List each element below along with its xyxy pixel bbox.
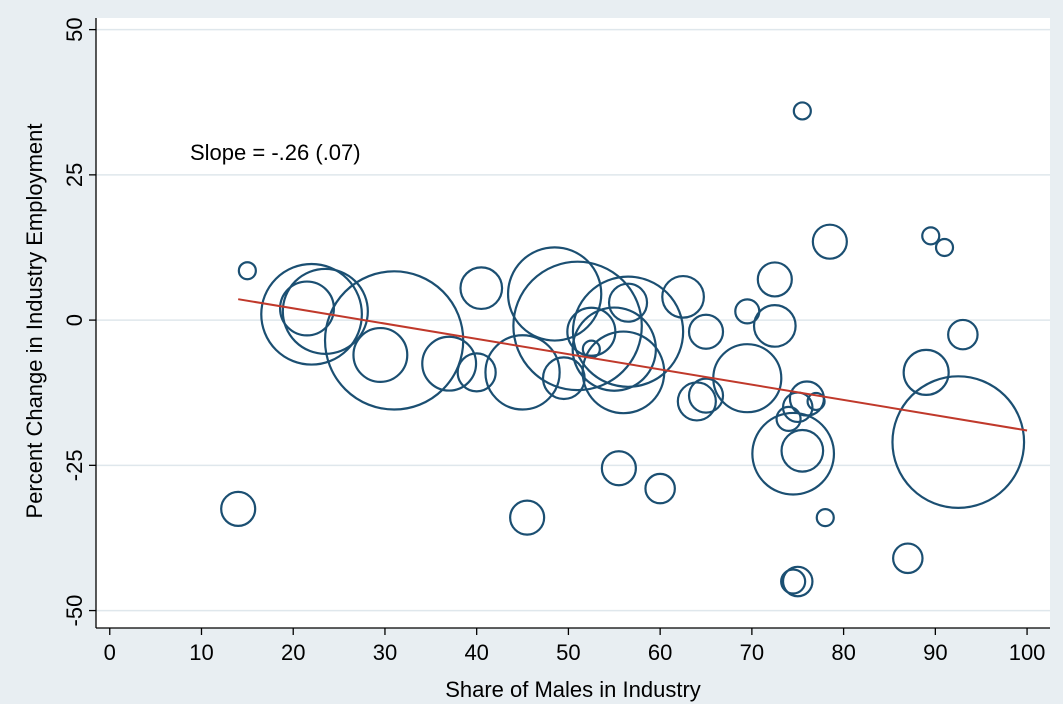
x-tick-label-10: 100 bbox=[1009, 640, 1046, 665]
y-tick-label-0: 50 bbox=[62, 17, 87, 41]
data-point-46 bbox=[509, 499, 546, 536]
axes bbox=[89, 18, 1050, 635]
data-point-9 bbox=[484, 334, 561, 411]
y-axis-title: Percent Change in Industry Employment bbox=[22, 124, 47, 519]
data-point-19 bbox=[661, 274, 705, 319]
slope-annotation: Slope = -.26 (.07) bbox=[190, 140, 361, 165]
x-tick-label-9: 90 bbox=[923, 640, 947, 665]
data-point-37 bbox=[934, 237, 955, 258]
fit-line-layer bbox=[238, 298, 1028, 432]
data-point-33 bbox=[792, 101, 812, 121]
data-point-0 bbox=[237, 261, 257, 281]
x-tick-label-6: 60 bbox=[648, 640, 672, 665]
fit-line bbox=[238, 298, 1028, 432]
labels: Slope = -.26 (.07) Share of Males in Ind… bbox=[22, 17, 1045, 702]
data-point-22 bbox=[687, 377, 725, 414]
x-tick-label-8: 80 bbox=[831, 640, 855, 665]
data-point-25 bbox=[756, 261, 793, 298]
data-point-6 bbox=[421, 335, 478, 392]
data-point-35 bbox=[815, 508, 835, 528]
y-tick-label-2: 0 bbox=[62, 314, 87, 326]
data-point-10 bbox=[506, 246, 603, 342]
data-point-41 bbox=[892, 542, 924, 575]
data-point-5 bbox=[352, 326, 409, 383]
data-point-29 bbox=[780, 428, 825, 473]
data-point-16 bbox=[571, 275, 685, 388]
data-point-40 bbox=[891, 375, 1026, 509]
x-tick-label-5: 50 bbox=[556, 640, 580, 665]
data-point-20 bbox=[687, 313, 725, 350]
data-point-11 bbox=[512, 260, 643, 392]
data-point-3 bbox=[281, 267, 369, 355]
x-tick-label-7: 70 bbox=[740, 640, 764, 665]
y-tick-label-4: -50 bbox=[62, 595, 87, 627]
data-point-42 bbox=[781, 565, 814, 598]
y-tick-label-1: 25 bbox=[62, 163, 87, 187]
data-point-23 bbox=[734, 298, 761, 325]
data-point-28 bbox=[751, 411, 836, 496]
x-tick-label-0: 0 bbox=[104, 640, 116, 665]
data-point-27 bbox=[775, 405, 802, 432]
data-point-34 bbox=[811, 223, 848, 260]
data-point-7 bbox=[459, 266, 504, 311]
data-point-1 bbox=[260, 262, 363, 366]
data-point-36 bbox=[921, 226, 941, 246]
data-point-8 bbox=[456, 352, 497, 393]
data-points bbox=[220, 101, 1026, 598]
y-tick-label-3: -25 bbox=[62, 449, 87, 481]
grid-lines bbox=[96, 28, 1050, 612]
x-tick-label-3: 30 bbox=[373, 640, 397, 665]
x-tick-label-1: 10 bbox=[189, 640, 213, 665]
data-point-17 bbox=[607, 282, 649, 323]
data-point-47 bbox=[220, 490, 257, 528]
data-point-2 bbox=[278, 280, 335, 337]
data-point-13 bbox=[566, 306, 617, 357]
data-point-32 bbox=[806, 391, 826, 412]
data-point-12 bbox=[541, 356, 586, 401]
data-point-44 bbox=[600, 450, 637, 487]
data-point-45 bbox=[644, 472, 676, 505]
data-point-26 bbox=[752, 304, 797, 348]
x-tick-label-4: 40 bbox=[464, 640, 488, 665]
data-point-18 bbox=[581, 330, 666, 415]
data-point-39 bbox=[947, 318, 979, 351]
data-point-38 bbox=[902, 348, 950, 396]
x-tick-label-2: 20 bbox=[281, 640, 305, 665]
data-point-43 bbox=[780, 568, 807, 595]
x-axis-title: Share of Males in Industry bbox=[445, 677, 701, 702]
